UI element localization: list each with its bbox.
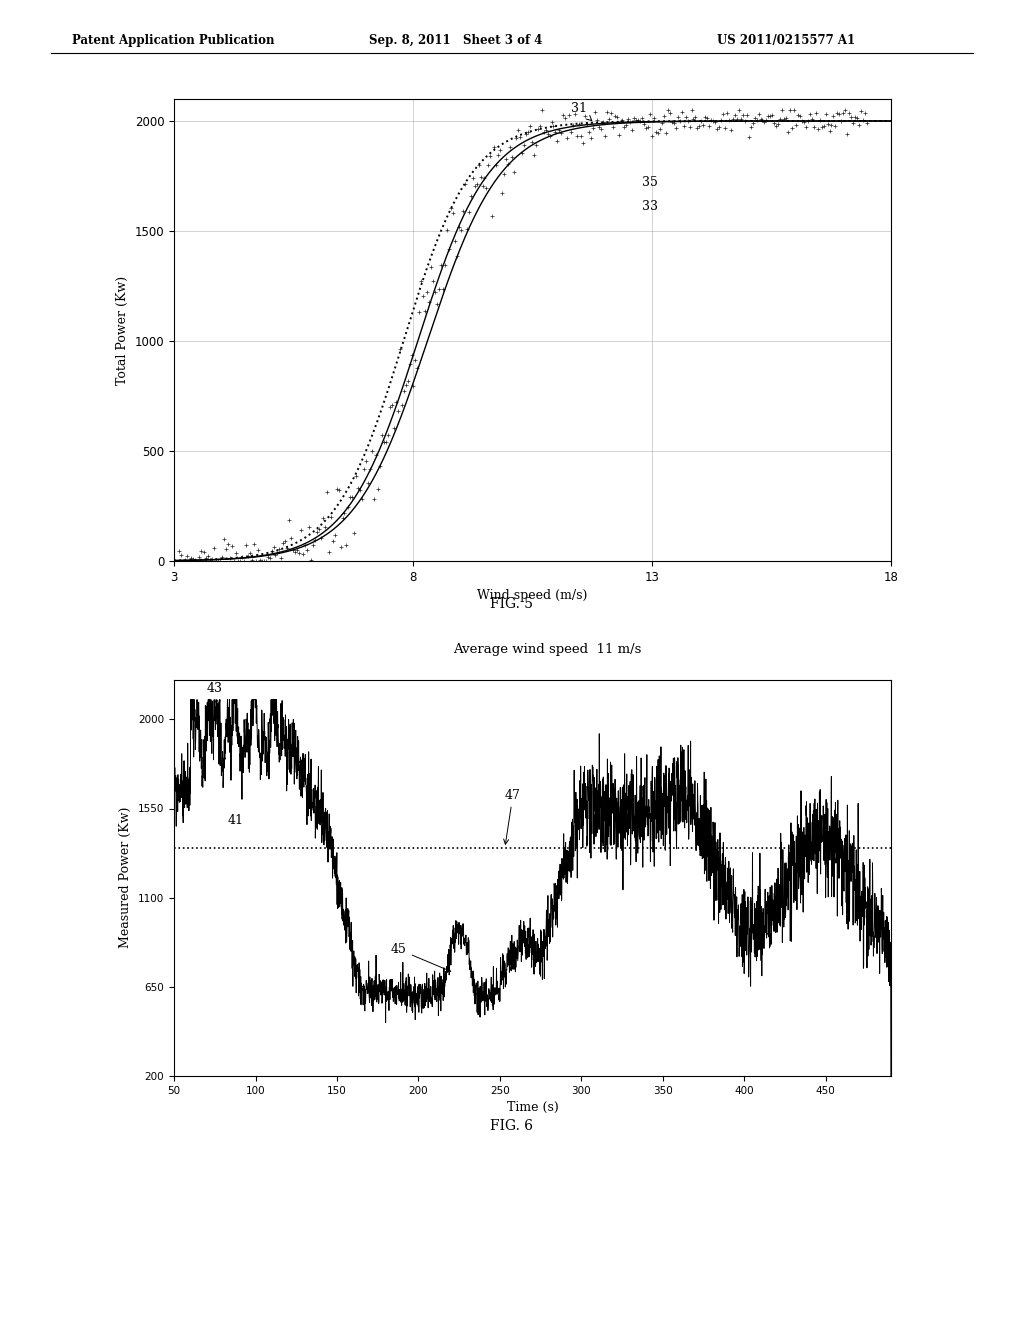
Text: 35: 35 [642,176,658,189]
Text: Sep. 8, 2011   Sheet 3 of 4: Sep. 8, 2011 Sheet 3 of 4 [369,34,542,48]
Text: 47: 47 [504,788,521,845]
Y-axis label: Total Power (Kw): Total Power (Kw) [116,276,129,384]
Text: 41: 41 [227,814,244,826]
Text: 33: 33 [642,201,658,214]
Y-axis label: Measured Power (Kw): Measured Power (Kw) [120,807,132,949]
Text: 43: 43 [207,681,223,706]
Text: FIG. 6: FIG. 6 [490,1119,534,1134]
Text: Average wind speed  11 m/s: Average wind speed 11 m/s [453,643,641,656]
Text: 45: 45 [391,942,451,972]
Text: Patent Application Publication: Patent Application Publication [72,34,274,48]
Text: 31: 31 [570,102,592,120]
X-axis label: Time (s): Time (s) [507,1101,558,1114]
Text: US 2011/0215577 A1: US 2011/0215577 A1 [717,34,855,48]
X-axis label: Wind speed (m/s): Wind speed (m/s) [477,589,588,602]
Text: FIG. 5: FIG. 5 [490,597,534,611]
